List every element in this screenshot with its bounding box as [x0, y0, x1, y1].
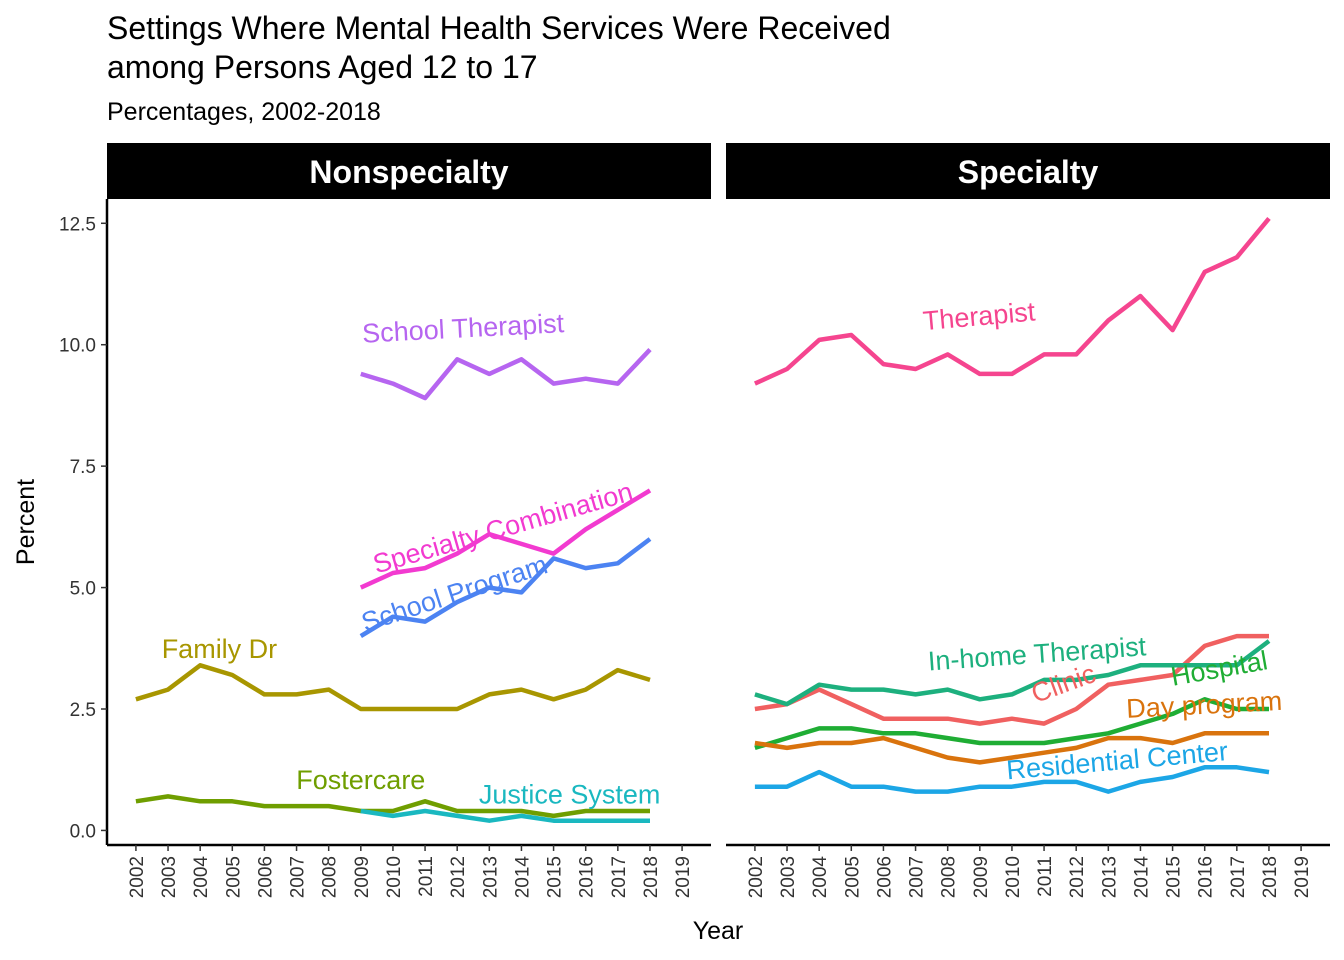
series-line-family-dr — [135, 663, 651, 712]
series-line-school-program — [359, 537, 652, 639]
x-axis-title: Year — [693, 917, 744, 945]
series-line-specialty-combination — [359, 488, 652, 590]
chart-subtitle: Percentages, 2002-2018 — [107, 98, 381, 126]
x-tick-label: 2008 — [939, 856, 960, 898]
x-tick-label: 2011 — [1035, 856, 1056, 897]
x-tick-label: 2007 — [288, 856, 309, 898]
y-tick-label: 0.0 — [70, 821, 96, 842]
series-label-hospital: Hospital — [1169, 645, 1270, 691]
strip-specialty — [726, 143, 1330, 199]
series-line-hospital — [754, 697, 1269, 751]
x-tick-label: 2016 — [1196, 856, 1217, 898]
x-tick-label: 2010 — [384, 856, 405, 898]
x-tick-label: 2014 — [1131, 856, 1152, 899]
y-tick-label: 5.0 — [70, 579, 96, 600]
x-tick-label: 2015 — [1164, 856, 1185, 898]
x-tick-label: 2018 — [641, 856, 662, 898]
series-label-fostercare: Fostercare — [296, 765, 425, 795]
x-tick-label: 2004 — [191, 856, 212, 899]
x-tick-label: 2004 — [810, 856, 831, 899]
series-line-in-home-therapist — [754, 639, 1271, 707]
series-line-fostercare — [135, 794, 650, 819]
strip-specialty-label: Specialty — [958, 154, 1099, 190]
y-tick-label: 12.5 — [59, 214, 96, 235]
x-tick-label: 2019 — [1292, 856, 1313, 898]
chart-title-line2: among Persons Aged 12 to 17 — [107, 49, 538, 85]
series-line-day-program — [754, 731, 1269, 765]
plot-layer: 0.0 2.5 5.0 7.5 10.0 12.5 2002 2003 2004 2005 2006… — [59, 199, 1330, 898]
x-tick-label: 2012 — [448, 856, 469, 898]
x-tick-label: 2003 — [778, 856, 799, 898]
x-tick-label: 2003 — [159, 856, 180, 898]
y-tick-label: 10.0 — [59, 336, 96, 357]
series-label-in-home-therapist: In-home Therapist — [927, 631, 1148, 676]
x-tick-label: 2013 — [1099, 856, 1120, 898]
x-tick-label: 2018 — [1260, 856, 1281, 898]
x-tick-label: 2011 — [416, 856, 437, 897]
x-tick-label: 2014 — [512, 856, 533, 899]
x-tick-label: 2017 — [609, 856, 630, 898]
strip-nonspecialty — [107, 143, 711, 199]
series-line-school-therapist — [360, 348, 652, 401]
x-tick-label: 2012 — [1067, 856, 1088, 898]
x-tick-label: 2009 — [352, 856, 373, 898]
y-tick-label: 2.5 — [70, 700, 96, 721]
x-tick-label: 2006 — [255, 856, 276, 898]
y-tick-label: 7.5 — [70, 457, 96, 478]
x-tick-label: 2005 — [842, 856, 863, 898]
x-tick-label: 2009 — [971, 856, 992, 898]
series-line-therapist — [753, 216, 1271, 386]
series-label-justice-system: Justice System — [479, 780, 661, 810]
x-tick-label: 2002 — [746, 856, 767, 898]
x-tick-label: 2007 — [907, 856, 928, 898]
x-tick-label: 2002 — [127, 856, 148, 898]
strip-nonspecialty-label: Nonspecialty — [309, 154, 508, 190]
x-tick-label: 2019 — [673, 856, 694, 898]
series-line-residential-center — [754, 765, 1270, 794]
x-tick-label: 2015 — [545, 856, 566, 898]
x-tick-label: 2017 — [1228, 856, 1249, 898]
x-tick-label: 2010 — [1003, 856, 1024, 898]
series-label-day-program: Day program — [1126, 686, 1283, 724]
series-line-justice-system — [360, 808, 650, 823]
series-label-family-dr: Family Dr — [162, 634, 278, 664]
chart-title-line1: Settings Where Mental Health Services We… — [107, 10, 891, 46]
y-axis-title: Percent — [12, 479, 40, 565]
x-tick-label: 2006 — [874, 856, 895, 898]
x-tick-label: 2016 — [577, 856, 598, 898]
x-tick-label: 2008 — [320, 856, 341, 898]
x-tick-label: 2005 — [223, 856, 244, 898]
series-label-school-therapist: School Therapist — [361, 308, 565, 349]
x-tick-label: 2013 — [480, 856, 501, 898]
series-label-therapist: Therapist — [922, 296, 1037, 336]
